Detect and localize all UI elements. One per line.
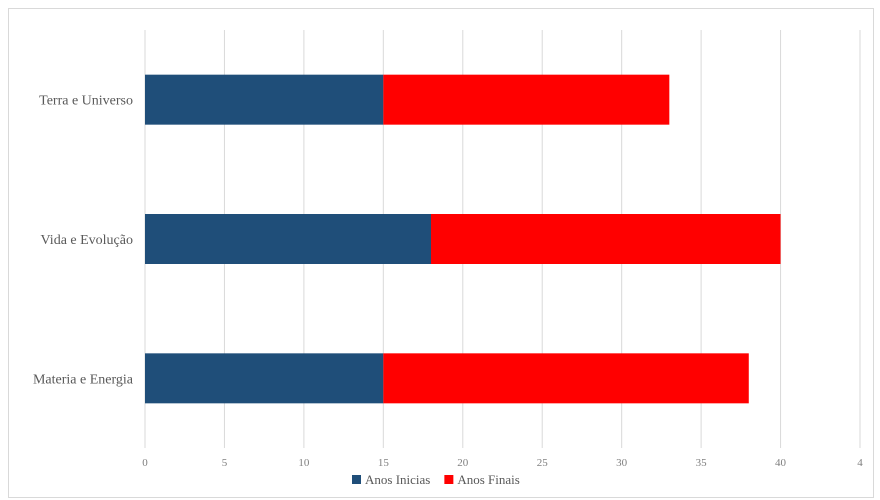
x-tick-label: 20 [457,457,469,469]
x-tick-label: 10 [298,457,310,469]
x-tick-label: 4 [857,457,863,469]
legend-label: Anos Inicias [365,472,430,487]
x-tick-label: 0 [142,457,148,469]
bar-segment [383,353,749,404]
bar-segment [431,214,781,264]
x-tick-label: 40 [775,457,787,469]
bar-segment [145,214,431,264]
category-label: Materia e Energia [33,372,134,387]
legend-label: Anos Finais [457,472,519,487]
bar-segment [383,74,670,125]
category-label: Terra e Universo [39,94,133,109]
legend-swatch [352,475,361,484]
bar-segment [145,74,384,125]
x-tick-label: 5 [222,457,228,469]
x-tick-label: 35 [696,457,708,469]
x-tick-label: 15 [378,457,390,469]
bar-segment [145,353,384,404]
x-tick-label: 25 [537,457,549,469]
legend-swatch [444,475,454,484]
x-tick-label: 30 [616,457,628,469]
category-label: Vida e Evolução [41,233,133,248]
